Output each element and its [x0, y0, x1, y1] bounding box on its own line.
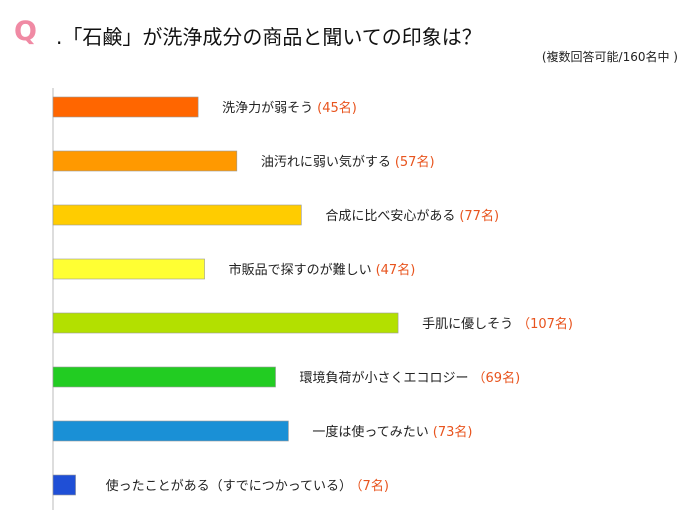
bar-5 [52, 312, 399, 334]
chart-subtitle: (複数回答可能/160名中 ) [541, 50, 678, 64]
bar-label-8: 使ったことがある（すでにつかっている） （7名) [106, 478, 389, 494]
bar-label-5: 手肌に優しそう （107名) [422, 316, 573, 332]
bar-value-label-6: （69名) [473, 370, 521, 386]
bar-6 [52, 366, 276, 388]
bar-1 [52, 96, 199, 118]
bar-category-4: 市販品で探すのが難しい [229, 262, 372, 278]
question-mark-badge: Q [14, 16, 37, 47]
bar-category-8: 使ったことがある（すでにつかっている） [106, 478, 352, 494]
bar-category-6: 環境負荷が小さくエコロジー [300, 371, 469, 386]
bar-value-label-5: （107名) [517, 316, 573, 332]
bar-value-label-2: (57名) [395, 154, 435, 170]
bar-label-1: 洗浄力が弱そう (45名) [222, 100, 357, 116]
bar-category-7: 一度は使ってみたい [312, 424, 428, 440]
bar-8 [52, 474, 76, 496]
bar-label-2: 油汚れに弱い気がする (57名) [261, 154, 435, 170]
bar-label-3: 合成に比べ安心がある (77名) [325, 208, 499, 224]
bar-4 [52, 258, 205, 280]
chart-title: .「石鹸」が洗浄成分の商品と聞いての印象は？ [56, 25, 482, 49]
bar-value-label-3: (77名) [459, 208, 499, 224]
bar-category-3: 合成に比べ安心がある [325, 209, 455, 224]
bar-value-label-7: (73名) [433, 424, 473, 440]
bar-category-1: 洗浄力が弱そう [222, 101, 313, 116]
bar-category-5: 手肌に優しそう [422, 317, 513, 332]
bar-label-6: 環境負荷が小さくエコロジー （69名) [300, 370, 521, 386]
bar-category-2: 油汚れに弱い気がする [261, 154, 391, 170]
bars-group: 洗浄力が弱そう (45名) 油汚れに弱い気がする (57名) 合成に比べ安心がある (77… [52, 96, 573, 496]
bar-label-4: 市販品で探すのが難しい (47名) [229, 262, 416, 278]
bar-3 [52, 204, 302, 226]
chart-header: Q .「石鹸」が洗浄成分の商品と聞いての印象は？ (複数回答可能/160名中 ) [0, 0, 700, 80]
bar-2 [52, 150, 238, 172]
bar-value-label-4: (47名) [376, 262, 416, 278]
bar-label-7: 一度は使ってみたい (73名) [312, 424, 472, 440]
bar-7 [52, 420, 289, 442]
bar-value-label-1: (45名) [317, 100, 357, 116]
bar-value-label-8: （7名) [356, 478, 389, 494]
